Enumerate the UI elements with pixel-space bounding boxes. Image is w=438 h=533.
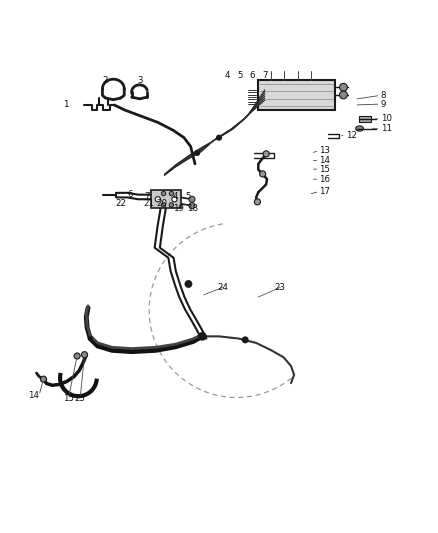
Circle shape bbox=[260, 171, 266, 177]
Circle shape bbox=[198, 332, 207, 341]
Circle shape bbox=[155, 197, 160, 202]
Circle shape bbox=[40, 376, 46, 382]
Text: 25: 25 bbox=[74, 394, 86, 403]
Text: 14: 14 bbox=[319, 156, 330, 165]
Text: 12: 12 bbox=[346, 131, 357, 140]
Circle shape bbox=[263, 151, 269, 157]
Text: 5: 5 bbox=[186, 192, 191, 201]
Text: 3: 3 bbox=[138, 76, 143, 85]
Text: 18: 18 bbox=[187, 204, 198, 213]
Text: 9: 9 bbox=[381, 100, 386, 109]
Text: 15: 15 bbox=[63, 394, 74, 403]
Text: 24: 24 bbox=[217, 283, 228, 292]
Text: 8: 8 bbox=[381, 91, 386, 100]
Text: 19: 19 bbox=[173, 204, 184, 213]
Text: 20: 20 bbox=[157, 199, 168, 208]
Circle shape bbox=[216, 135, 222, 141]
Text: 21: 21 bbox=[144, 199, 155, 208]
Circle shape bbox=[184, 280, 192, 288]
Circle shape bbox=[189, 196, 195, 203]
Circle shape bbox=[242, 336, 249, 343]
Text: 6: 6 bbox=[127, 190, 133, 199]
Text: 4: 4 bbox=[173, 192, 178, 201]
Text: 6: 6 bbox=[249, 71, 254, 80]
Text: 4: 4 bbox=[225, 71, 230, 80]
Text: 15: 15 bbox=[319, 165, 330, 174]
Text: 13: 13 bbox=[319, 146, 330, 155]
Text: 7: 7 bbox=[145, 192, 150, 201]
Bar bbox=[258, 79, 335, 110]
Text: 23: 23 bbox=[275, 283, 286, 292]
Ellipse shape bbox=[356, 126, 364, 131]
Circle shape bbox=[169, 203, 173, 207]
Circle shape bbox=[339, 83, 347, 91]
Text: 16: 16 bbox=[319, 175, 330, 184]
Text: 2: 2 bbox=[103, 76, 108, 85]
Text: 17: 17 bbox=[319, 187, 330, 196]
Text: 10: 10 bbox=[381, 115, 392, 124]
Circle shape bbox=[169, 191, 173, 196]
Circle shape bbox=[339, 91, 347, 99]
Circle shape bbox=[189, 203, 195, 209]
Text: 11: 11 bbox=[381, 125, 392, 133]
Bar bbox=[151, 190, 181, 208]
Text: 5: 5 bbox=[237, 71, 243, 80]
Text: 7: 7 bbox=[262, 71, 268, 80]
Circle shape bbox=[254, 199, 261, 205]
Circle shape bbox=[161, 191, 166, 196]
Circle shape bbox=[194, 150, 200, 156]
Circle shape bbox=[172, 197, 177, 202]
Circle shape bbox=[161, 203, 166, 207]
Bar bbox=[359, 116, 371, 122]
Text: 1: 1 bbox=[63, 100, 68, 109]
Circle shape bbox=[74, 353, 80, 359]
Text: 14: 14 bbox=[28, 391, 39, 400]
Text: 22: 22 bbox=[115, 199, 126, 208]
Circle shape bbox=[81, 352, 88, 358]
